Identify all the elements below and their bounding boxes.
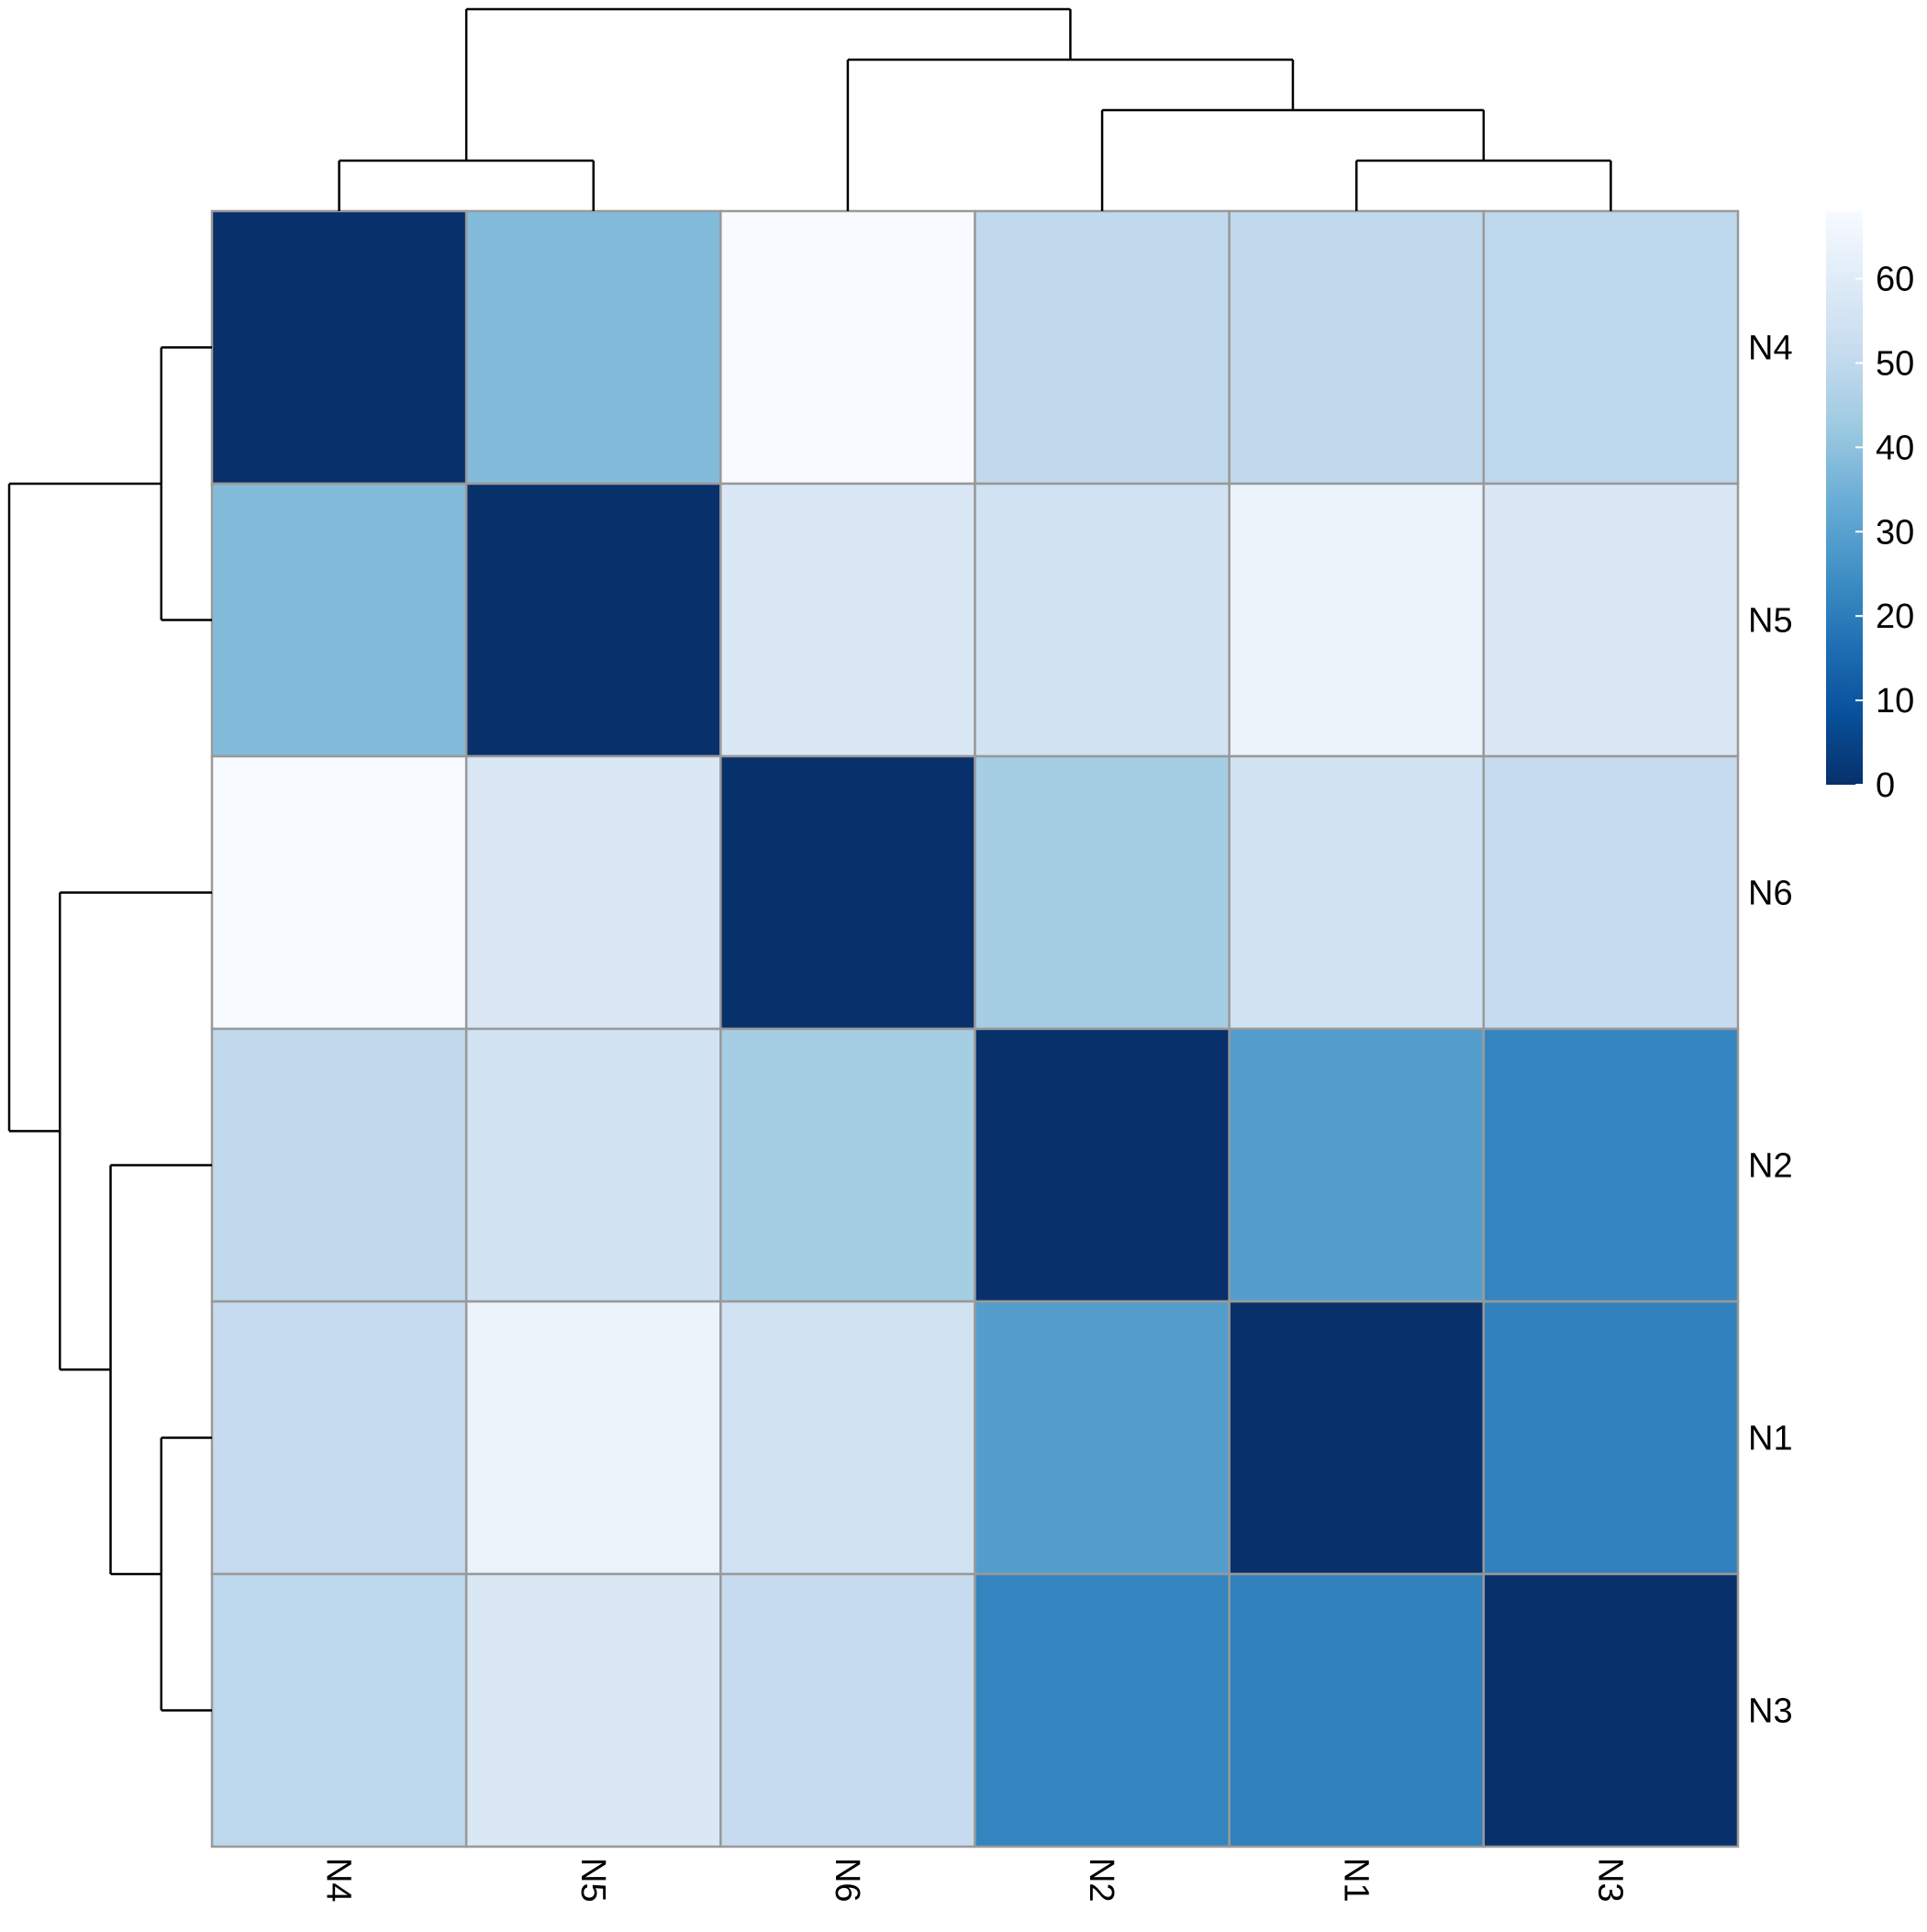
row-label: N3 (1748, 1692, 1793, 1731)
row-dendrogram (7, 346, 212, 1712)
row-label: N5 (1748, 602, 1793, 641)
column-label: N4 (319, 1858, 358, 1903)
heatmap-cell (464, 1300, 722, 1576)
heatmap-cell (719, 1027, 976, 1303)
heatmap-cell (974, 209, 1231, 486)
heatmap-cell (719, 754, 976, 1031)
heatmap-cell (210, 1027, 468, 1303)
heatmap-cell (1482, 209, 1740, 486)
heatmap-cell (210, 209, 468, 486)
heatmap-cell (210, 754, 468, 1031)
heatmap-cells (210, 209, 1740, 1848)
heatmap-cell (210, 1572, 468, 1848)
heatmap-cell (210, 1300, 468, 1576)
row-label: N6 (1748, 875, 1793, 913)
row-label: N1 (1748, 1420, 1793, 1458)
heatmap-cell (1482, 1300, 1740, 1576)
row-label: N2 (1748, 1147, 1793, 1186)
heatmap-cell (464, 1572, 722, 1848)
colorbar-tick-label: 20 (1876, 597, 1914, 636)
heatmap-cell (210, 482, 468, 758)
row-labels: N4 N5 N6 N2 N1 N3 (1748, 329, 1793, 1731)
heatmap-cell (974, 1300, 1231, 1576)
colorbar-tick-label: 0 (1876, 766, 1895, 805)
heatmap-cell (1228, 1027, 1486, 1303)
column-labels: N4 N5 N6 N2 N1 N3 (319, 1858, 1630, 1903)
heatmap-cell (1482, 1572, 1740, 1848)
heatmap-cell (1228, 1300, 1486, 1576)
column-label: N2 (1082, 1858, 1120, 1903)
heatmap-cell (1228, 482, 1486, 758)
column-label: N6 (828, 1858, 866, 1903)
heatmap-cell (1228, 1572, 1486, 1848)
heatmap-cell (719, 209, 976, 486)
heatmap-cell (464, 209, 722, 486)
column-dendrogram (338, 7, 1612, 211)
heatmap-cell (974, 1027, 1231, 1303)
heatmap-cell (464, 754, 722, 1031)
heatmap-cell (974, 482, 1231, 758)
row-label: N4 (1748, 329, 1793, 368)
colorbar-legend: 0 10 20 30 40 50 60 (1826, 211, 1914, 805)
colorbar-tick-label: 10 (1876, 682, 1914, 720)
colorbar-tick-label: 40 (1876, 429, 1914, 467)
column-label: N1 (1336, 1858, 1375, 1903)
heatmap-cell (1228, 754, 1486, 1031)
heatmap-cell (1482, 1027, 1740, 1303)
column-label: N3 (1590, 1858, 1629, 1903)
heatmap-cell (719, 1300, 976, 1576)
column-label: N5 (574, 1858, 612, 1903)
colorbar-gradient (1826, 211, 1863, 785)
heatmap-cell (1482, 482, 1740, 758)
heatmap-cell (464, 1027, 722, 1303)
heatmap-cell (974, 1572, 1231, 1848)
colorbar-tick-label: 30 (1876, 513, 1914, 552)
heatmap-cell (719, 482, 976, 758)
heatmap-cell (1228, 209, 1486, 486)
colorbar-tick-label: 60 (1876, 261, 1914, 299)
colorbar-tick-label: 50 (1876, 344, 1914, 383)
heatmap-cell (1482, 754, 1740, 1031)
heatmap-cell (719, 1572, 976, 1848)
heatmap-cell (974, 754, 1231, 1031)
heatmap-cell (464, 482, 722, 758)
